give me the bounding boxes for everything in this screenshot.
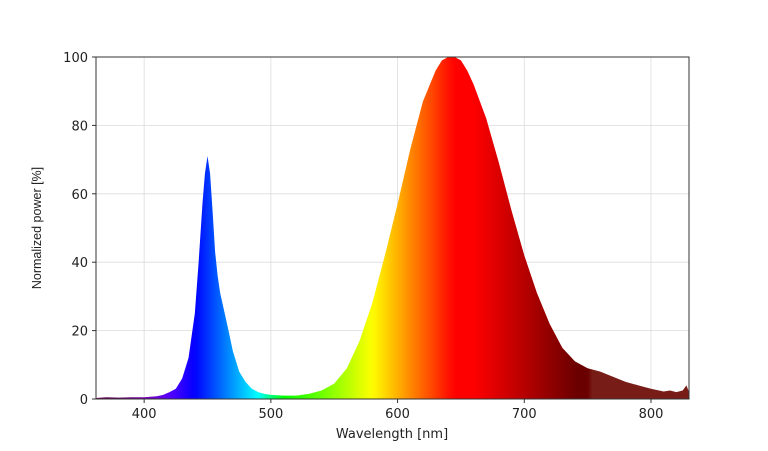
x-tick-label: 500: [258, 407, 283, 422]
spectrum-area: [96, 57, 689, 399]
y-tick-label: 20: [71, 325, 88, 340]
x-tick-label: 600: [385, 407, 410, 422]
x-tick-label: 800: [639, 407, 664, 422]
x-tick-label: 700: [512, 407, 537, 422]
y-tick-label: 80: [71, 119, 88, 134]
x-axis-ticks: 400 500 600 700 800: [132, 399, 664, 422]
y-tick-label: 60: [71, 188, 88, 203]
x-tick-label: 400: [132, 407, 157, 422]
plot-frame: [95, 56, 690, 400]
y-tick-label: 0: [80, 393, 88, 408]
y-axis-label: Normalized power [%]: [30, 167, 44, 289]
x-axis-label: Wavelength [nm]: [336, 427, 448, 442]
y-axis-ticks: 0 20 40 60 80 100: [63, 51, 96, 408]
y-tick-label: 40: [71, 256, 88, 271]
y-tick-label: 100: [63, 51, 88, 66]
